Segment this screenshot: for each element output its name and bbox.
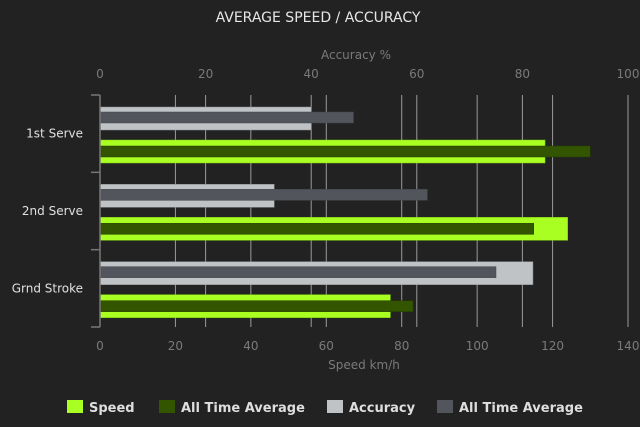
legend: Speed All Time Average Accuracy All Time Av… <box>67 400 583 416</box>
category-label: 1st Serve <box>26 127 83 141</box>
category-label: Grnd Stroke <box>12 281 83 295</box>
accuracy-average-bar <box>99 111 354 124</box>
speed-axis-label: Speed km/h <box>328 358 400 372</box>
accuracy-average-bar <box>99 266 497 278</box>
legend-label: Accuracy <box>349 401 416 416</box>
grid <box>174 95 629 327</box>
speed-tick-label: 80 <box>394 339 409 353</box>
legend-swatch <box>437 400 453 413</box>
speed-tick-label: 100 <box>466 339 489 353</box>
legend-swatch <box>327 400 343 413</box>
speed-tick-label: 40 <box>243 339 258 353</box>
speed-average-bar <box>99 223 534 235</box>
accuracy-tick-label: 80 <box>515 67 530 81</box>
speed-tick-label: 120 <box>541 339 564 353</box>
legend-swatch <box>159 400 175 413</box>
accuracy-tick-label: 0 <box>96 67 104 81</box>
accuracy-tick-label: 20 <box>198 67 213 81</box>
speed-tick-label: 140 <box>617 339 640 353</box>
accuracy-tick-label: 100 <box>617 67 640 81</box>
legend-label: Speed <box>89 401 135 416</box>
chart-title: AVERAGE SPEED / ACCURACY <box>216 10 421 26</box>
accuracy-tick-label: 40 <box>304 67 319 81</box>
speed-average-bar <box>99 145 591 158</box>
legend-label: All Time Average <box>181 401 305 416</box>
speed-tick-label: 60 <box>319 339 334 353</box>
accuracy-tick-label: 60 <box>409 67 424 81</box>
speed-tick-label: 20 <box>168 339 183 353</box>
category-label: 2nd Serve <box>22 204 83 218</box>
speed-average-bar <box>99 300 414 312</box>
bars <box>99 106 591 318</box>
accuracy-average-bar <box>99 189 428 201</box>
axes: 0 20 40 60 80 100 120 140 0 20 40 60 80 100 1st Serve 2… <box>12 67 640 353</box>
accuracy-axis-label: Accuracy % <box>321 48 391 62</box>
speed-tick-label: 0 <box>96 339 104 353</box>
legend-label: All Time Average <box>459 401 583 416</box>
legend-swatch <box>67 400 83 413</box>
